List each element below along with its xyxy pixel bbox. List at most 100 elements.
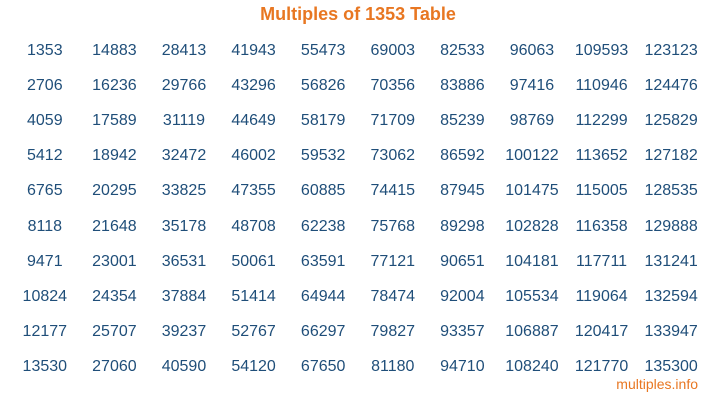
- page-title: Multiples of 1353 Table: [260, 4, 456, 24]
- table-cell: 90651: [440, 252, 485, 270]
- table-cell: 104181: [505, 252, 559, 270]
- table-cell: 10824: [22, 287, 68, 305]
- table-cell: 44649: [231, 111, 276, 129]
- table-cell: 64944: [300, 287, 346, 305]
- table-cell: 60885: [300, 182, 346, 200]
- table-cell: 29766: [161, 76, 207, 94]
- table-cell: 123123: [644, 41, 698, 59]
- table-cell: 67650: [300, 358, 346, 376]
- table-cell: 109593: [574, 41, 629, 59]
- table-cell: 51414: [231, 287, 276, 305]
- table-cell: 35178: [161, 217, 207, 235]
- table-cell: 5412: [27, 147, 63, 165]
- table-cell: 108240: [505, 358, 559, 376]
- table-cell: 92004: [440, 287, 485, 305]
- table-row: 1353 14883 28413 41943 55473 69003 82533 96063 1…: [10, 33, 710, 68]
- table-cell: 77121: [370, 252, 416, 270]
- table-cell: 133947: [644, 323, 698, 341]
- table-cell: 125829: [644, 111, 698, 129]
- multiples-table: 1353 14883 28413 41943 55473 69003 82533 96063 1…: [10, 33, 710, 385]
- table-cell: 100122: [505, 147, 559, 165]
- table-cell: 102828: [505, 217, 559, 235]
- table-cell: 106887: [505, 323, 559, 341]
- table-cell: 58179: [300, 111, 346, 129]
- table-cell: 121770: [574, 358, 629, 376]
- table-cell: 113652: [575, 147, 628, 165]
- table-cell: 96063: [509, 41, 555, 59]
- table-cell: 101475: [505, 182, 559, 200]
- table-cell: 24354: [92, 287, 137, 305]
- table-cell: 93357: [440, 323, 485, 341]
- table-cell: 79827: [370, 323, 416, 341]
- table-cell: 14883: [92, 41, 137, 59]
- table-cell: 129888: [644, 217, 698, 235]
- table-cell: 70356: [370, 76, 416, 94]
- table-cell: 71709: [370, 111, 416, 129]
- table-cell: 116358: [575, 217, 628, 235]
- table-cell: 52767: [231, 323, 276, 341]
- table-cell: 98769: [509, 111, 555, 129]
- table-cell: 1353: [27, 41, 63, 59]
- table-cell: 20295: [92, 182, 137, 200]
- table-cell: 112299: [575, 111, 628, 129]
- table-cell: 36531: [161, 252, 207, 270]
- table-cell: 62238: [300, 217, 346, 235]
- table-cell: 73062: [370, 147, 416, 165]
- table-cell: 66297: [300, 323, 346, 341]
- table-cell: 94710: [440, 358, 485, 376]
- table-cell: 41943: [231, 41, 276, 59]
- table-cell: 59532: [300, 147, 346, 165]
- table-cell: 17589: [92, 111, 137, 129]
- table-row: 6765 20295 33825 47355 60885 74415 87945 101475…: [10, 174, 710, 209]
- table-cell: 120417: [574, 323, 629, 341]
- table-cell: 6765: [27, 182, 63, 200]
- table-cell: 110946: [575, 76, 628, 94]
- table-cell: 89298: [440, 217, 485, 235]
- table-cell: 128535: [644, 182, 698, 200]
- table-cell: 18942: [92, 147, 137, 165]
- table-cell: 12177: [22, 323, 68, 341]
- table-cell: 33825: [161, 182, 207, 200]
- table-cell: 86592: [440, 147, 485, 165]
- table-cell: 97416: [509, 76, 555, 94]
- table-cell: 13530: [22, 358, 68, 376]
- table-cell: 9471: [27, 252, 63, 270]
- table-cell: 28413: [161, 41, 207, 59]
- table-cell: 69003: [370, 41, 416, 59]
- table-cell: 23001: [92, 252, 137, 270]
- table-cell: 56826: [300, 76, 346, 94]
- table-cell: 31119: [162, 111, 206, 129]
- table-cell: 32472: [161, 147, 207, 165]
- table-cell: 87945: [440, 182, 485, 200]
- table-cell: 132594: [644, 287, 698, 305]
- table-cell: 131241: [644, 252, 698, 270]
- table-cell: 16236: [92, 76, 137, 94]
- table-cell: 27060: [92, 358, 137, 376]
- table-cell: 43296: [231, 76, 276, 94]
- table-cell: 47355: [231, 182, 276, 200]
- table-row: 5412 18942 32472 46002 59532 73062 86592 100122…: [10, 139, 710, 174]
- table-cell: 135300: [644, 358, 698, 376]
- table-row: 4059 17589 31119 44649 58179 71709 85239 98769 1…: [10, 103, 710, 138]
- table-cell: 39237: [161, 323, 207, 341]
- table-cell: 21648: [92, 217, 137, 235]
- table-cell: 46002: [231, 147, 276, 165]
- table-cell: 37884: [161, 287, 207, 305]
- table-cell: 40590: [161, 358, 207, 376]
- table-cell: 50061: [231, 252, 276, 270]
- table-cell: 115005: [575, 182, 628, 200]
- table-row: 10824 24354 37884 51414 64944 78474 92004 10553…: [10, 279, 710, 314]
- table-cell: 105534: [505, 287, 559, 305]
- table-cell: 4059: [27, 111, 63, 129]
- table-cell: 63591: [300, 252, 346, 270]
- table-row: 2706 16236 29766 43296 56826 70356 83886 97416 1…: [10, 68, 710, 103]
- table-cell: 81180: [371, 358, 415, 376]
- table-cell: 82533: [440, 41, 485, 59]
- table-cell: 25707: [92, 323, 137, 341]
- table-cell: 55473: [300, 41, 346, 59]
- table-cell: 117711: [576, 252, 628, 270]
- site-link[interactable]: multiples.info: [616, 376, 698, 392]
- table-cell: 8118: [27, 217, 62, 235]
- table-row: 8118 21648 35178 48708 62238 75768 89298 102828…: [10, 209, 710, 244]
- table-row: 9471 23001 36531 50061 63591 77121 90651 104181…: [10, 244, 710, 279]
